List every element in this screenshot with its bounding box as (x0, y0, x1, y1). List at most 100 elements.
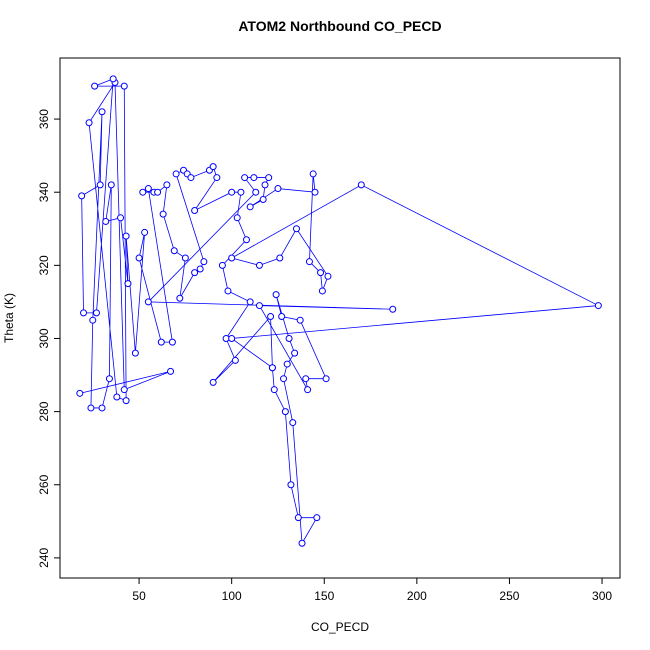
data-point (87, 404, 95, 412)
data-point (124, 280, 132, 288)
data-point (78, 192, 86, 200)
data-point (304, 386, 312, 394)
data-point (317, 269, 325, 277)
data-point (122, 232, 130, 240)
data-point (209, 163, 217, 171)
data-point (594, 302, 602, 310)
data-point (228, 188, 236, 196)
data-point (131, 349, 139, 357)
data-point (159, 210, 167, 218)
data-point (187, 174, 195, 182)
data-point (167, 367, 175, 375)
data-point (250, 174, 258, 182)
data-point (242, 236, 250, 244)
y-tick-label: 260 (37, 474, 51, 494)
data-point (228, 254, 236, 262)
data-point (213, 174, 221, 182)
data-point (237, 188, 245, 196)
x-tick-label: 300 (592, 589, 612, 603)
x-tick-label: 50 (132, 589, 146, 603)
data-point (389, 305, 397, 313)
data-point (241, 174, 249, 182)
data-point (298, 539, 306, 547)
data-point (135, 254, 143, 262)
data-point (144, 185, 152, 193)
data-point (296, 316, 304, 324)
data-point (209, 378, 217, 386)
chart-title: ATOM2 Northbound CO_PECD (238, 18, 441, 34)
data-point (246, 203, 254, 211)
data-point (98, 404, 106, 412)
data-point (228, 334, 236, 342)
y-tick-label: 280 (37, 401, 51, 421)
data-point (200, 258, 208, 266)
x-tick-label: 100 (222, 589, 242, 603)
data-point (176, 294, 184, 302)
data-point (276, 254, 284, 262)
data-point (163, 181, 171, 189)
data-point (231, 356, 239, 364)
data-point (289, 419, 297, 427)
data-point (305, 258, 313, 266)
data-point (144, 298, 152, 306)
data-point (278, 313, 286, 321)
data-point (255, 302, 263, 310)
data-point (268, 364, 276, 372)
data-point (191, 206, 199, 214)
data-point (102, 217, 110, 225)
data-point (181, 254, 189, 262)
data-point (91, 82, 99, 90)
data-point (141, 228, 149, 236)
data-point (120, 82, 128, 90)
data-point (255, 261, 263, 269)
y-tick-label: 340 (37, 182, 51, 202)
data-point (283, 360, 291, 368)
y-tick-label: 320 (37, 255, 51, 275)
data-point (280, 375, 288, 383)
data-point (172, 170, 180, 178)
x-axis-label: CO_PECD (311, 620, 369, 634)
data-point (113, 393, 121, 401)
data-point (80, 309, 88, 317)
data-point (302, 375, 310, 383)
data-point (281, 408, 289, 416)
data-point (287, 481, 295, 489)
data-point (357, 181, 365, 189)
data-point (313, 514, 321, 522)
data-line (79, 78, 600, 545)
data-point (233, 214, 241, 222)
data-point (89, 316, 97, 324)
data-point (122, 397, 130, 405)
data-point (246, 298, 254, 306)
y-axis-label: Theta (K) (2, 293, 16, 343)
data-point (109, 75, 117, 83)
data-point (85, 119, 93, 127)
x-tick-label: 200 (407, 589, 427, 603)
data-point (196, 265, 204, 273)
y-tick-label: 240 (37, 548, 51, 568)
y-tick-label: 360 (37, 109, 51, 129)
data-point (107, 181, 115, 189)
data-point (168, 338, 176, 346)
data-point (261, 181, 269, 189)
data-point (274, 185, 282, 193)
data-point (322, 375, 330, 383)
data-point (324, 272, 332, 280)
data-point (252, 188, 260, 196)
data-point (272, 291, 280, 299)
data-point (154, 188, 162, 196)
data-point (270, 386, 278, 394)
data-point (139, 188, 147, 196)
x-tick-label: 150 (314, 589, 334, 603)
data-point (259, 196, 267, 204)
data-point (105, 375, 113, 383)
data-point (170, 247, 178, 255)
data-point (265, 174, 273, 182)
data-point (120, 386, 128, 394)
data-point (285, 334, 293, 342)
data-point (292, 225, 300, 233)
data-point (96, 181, 104, 189)
data-point (218, 261, 226, 269)
data-point (98, 108, 106, 116)
